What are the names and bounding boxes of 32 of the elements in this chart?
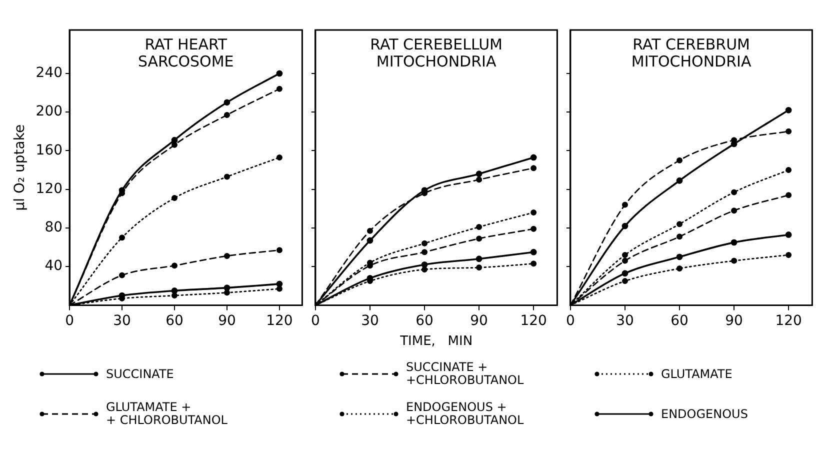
y-axis-title: μl O₂ uptake [12, 124, 28, 211]
legend-label: SUCCINATE [106, 366, 174, 380]
y-tick-label: 40 [44, 258, 63, 274]
y-tick-label: 80 [44, 220, 63, 236]
legend-label: GLUTAMATE [661, 366, 732, 380]
y-tick-label: 240 [36, 65, 63, 82]
x-tick-label: 90 [470, 313, 488, 330]
x-tick-label: 0 [65, 313, 74, 330]
legend-label: GLUTAMATE + + CHLOROBUTANOL [106, 400, 228, 427]
x-tick-label: 30 [113, 313, 131, 330]
x-axis-title: TIME, MIN [399, 334, 473, 349]
x-tick-label: 60 [670, 313, 688, 330]
legend-label: ENDOGENOUS [661, 406, 748, 420]
text: RAT HEART SARCOSOME [138, 35, 234, 70]
y-tick-label: 120 [36, 180, 63, 197]
x-tick-label: 90 [218, 313, 236, 330]
x-tick-label: 0 [310, 313, 320, 330]
x-tick-label: 30 [361, 313, 379, 330]
x-tick-label: 120 [266, 313, 293, 330]
x-tick-label: 120 [520, 313, 547, 330]
x-tick-label: 60 [166, 313, 184, 330]
y-tick-label: 200 [36, 104, 63, 120]
y-tick-label: 160 [36, 142, 63, 158]
text: RAT CEREBELLUM MITOCHONDRIA [370, 35, 503, 70]
x-tick-label: 0 [566, 313, 575, 330]
x-tick-label: 60 [416, 313, 434, 330]
text: RAT CEREBRUM MITOCHONDRIA [631, 35, 752, 70]
x-tick-label: 90 [725, 313, 743, 330]
x-tick-label: 30 [616, 313, 634, 330]
x-tick-label: 120 [775, 313, 802, 330]
legend-label: ENDOGENOUS + +CHLOROBUTANOL [406, 400, 524, 427]
legend-label: SUCCINATE + +CHLOROBUTANOL [406, 360, 524, 387]
